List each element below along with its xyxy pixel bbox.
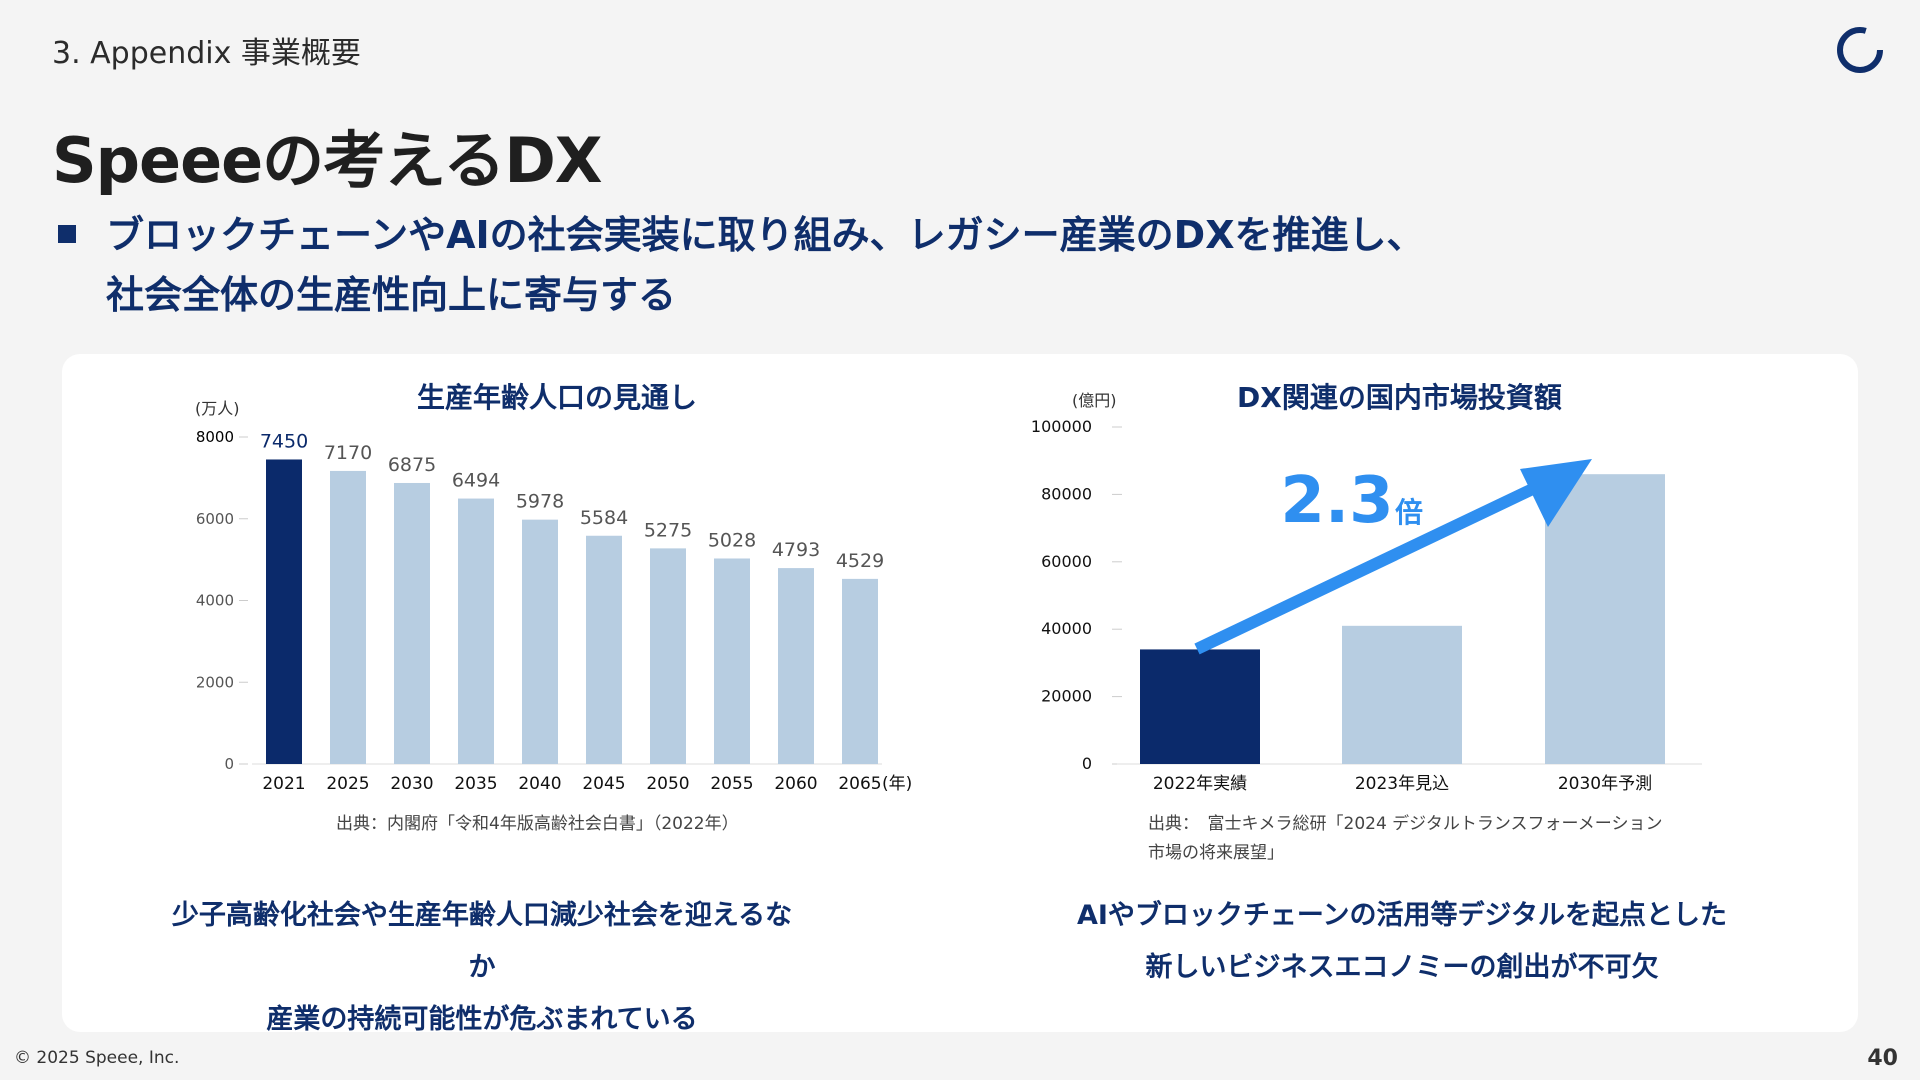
data-label-2025: 7170 — [324, 442, 372, 464]
bullet-square-icon — [58, 224, 76, 243]
source-left: 出典：内閣府「令和4年版高齢社会白書」（2022年） — [336, 814, 739, 834]
y-tick-label: 100000 — [1031, 417, 1092, 436]
copyright: © 2025 Speee, Inc. — [14, 1048, 180, 1068]
y-tick-label: 0 — [224, 755, 234, 773]
caption-left-line1: 少子高齢化社会や生産年齢人口減少社会を迎えるなか — [171, 900, 793, 983]
page-number: 40 — [1867, 1046, 1898, 1071]
bar-2030年予測 — [1545, 474, 1665, 764]
x-tick-2055: 2055 — [710, 774, 753, 794]
source-right: 出典： 富士キメラ総研「2024 デジタルトランスフォーメーション 市場の将来展… — [1148, 810, 1662, 868]
bar-2055 — [714, 558, 750, 764]
bar-2045 — [586, 535, 622, 764]
speee-logo — [1837, 27, 1883, 73]
bar-2025 — [330, 470, 366, 764]
bar-2040 — [522, 519, 558, 764]
x-axis-unit: (年) — [882, 774, 912, 794]
caption-left-line2: 産業の持続可能性が危ぶまれている — [266, 1004, 698, 1035]
x-tick-2060: 2060 — [774, 774, 817, 794]
y-tick-label: 40000 — [1041, 619, 1092, 638]
y-axis-unit: (万人) — [195, 399, 240, 418]
source-right-line1: 出典： 富士キメラ総研「2024 デジタルトランスフォーメーション — [1148, 814, 1663, 834]
content-panel: 生産年齢人口の見通し (万人) 0 2000 4000 6000 8000 7450 2021… — [62, 354, 1858, 1035]
bar-2021 — [266, 459, 302, 764]
data-label-2060: 4793 — [772, 539, 820, 561]
growth-arrow-shaft — [1194, 469, 1565, 655]
y-tick-label: 20000 — [1041, 687, 1092, 706]
x-tick-2065: 2065 — [838, 774, 881, 794]
bar-2022年実績 — [1140, 649, 1260, 764]
x-tick-2030年予測: 2030年予測 — [1558, 774, 1652, 794]
bar-2065 — [842, 578, 878, 764]
headline-line1: ブロックチェーンやAIの社会実装に取り組み、レガシー産業のDXを推進し、 — [106, 213, 1425, 257]
data-label-2030: 6875 — [388, 454, 436, 476]
data-label-2065: 4529 — [836, 550, 884, 572]
x-tick-2022年実績: 2022年実績 — [1153, 774, 1247, 794]
y-tick-label: 8000 — [196, 428, 234, 446]
x-tick-2030: 2030 — [390, 774, 433, 794]
data-label-2050: 5275 — [644, 519, 692, 541]
headline-line2: 社会全体の生産性向上に寄与する — [106, 273, 677, 317]
growth-multiplier-value: 2.3 — [1280, 464, 1393, 538]
bar-2050 — [650, 548, 686, 764]
x-tick-2040: 2040 — [518, 774, 561, 794]
x-tick-2045: 2045 — [582, 774, 625, 794]
data-label-2040: 5978 — [516, 491, 564, 513]
chart-title-population: 生産年齢人口の見通し — [417, 381, 698, 414]
x-tick-2050: 2050 — [646, 774, 689, 794]
y-tick-label: 60000 — [1041, 552, 1092, 571]
caption-right-line1: AIやブロックチェーンの活用等デジタルを起点とした — [1076, 900, 1728, 931]
data-label-2045: 5584 — [580, 507, 628, 529]
y-tick-label: 2000 — [196, 673, 234, 691]
page-title: Speeeの考えるDX — [52, 124, 603, 197]
population-chart: (万人) 0 2000 4000 6000 8000 7450 2021 7170 2025 687… — [195, 399, 912, 794]
y-axis-unit: (億円) — [1072, 391, 1117, 410]
data-label-2021: 7450 — [260, 430, 308, 452]
y-tick-label: 4000 — [196, 592, 234, 610]
growth-multiplier-unit: 倍 — [1395, 496, 1423, 529]
dx-market-chart: (億円) 0 20000 40000 60000 80000 100000 2022年実績 20… — [1031, 391, 1702, 794]
source-right-line2: 市場の将来展望」 — [1148, 843, 1284, 863]
data-label-2035: 6494 — [452, 470, 500, 492]
chart-title-dx-market: DX関連の国内市場投資額 — [1237, 381, 1562, 414]
x-tick-2025: 2025 — [326, 774, 369, 794]
growth-arrow-head — [1520, 459, 1592, 527]
x-tick-2035: 2035 — [454, 774, 497, 794]
bar-2030 — [394, 482, 430, 764]
x-tick-2021: 2021 — [262, 774, 305, 794]
bar-2060 — [778, 568, 814, 764]
bar-2023年見込 — [1342, 625, 1462, 764]
x-tick-2023年見込: 2023年見込 — [1355, 774, 1449, 794]
y-tick-label: 6000 — [196, 510, 234, 528]
data-label-2055: 5028 — [708, 529, 756, 551]
y-tick-label: 0 — [1082, 754, 1092, 773]
headline: ブロックチェーンやAIの社会実装に取り組み、レガシー産業のDXを推進し、 社会全… — [58, 205, 1425, 325]
bar-2035 — [458, 498, 494, 764]
section-label: 3. Appendix 事業概要 — [52, 36, 361, 71]
caption-right: AIやブロックチェーンの活用等デジタルを起点とした 新しいビジネスエコノミーの創… — [1062, 890, 1742, 994]
caption-right-line2: 新しいビジネスエコノミーの創出が不可欠 — [1145, 952, 1659, 983]
y-tick-label: 80000 — [1041, 484, 1092, 503]
caption-left: 少子高齢化社会や生産年齢人口減少社会を迎えるなか 産業の持続可能性が危ぶまれてい… — [162, 890, 802, 1046]
